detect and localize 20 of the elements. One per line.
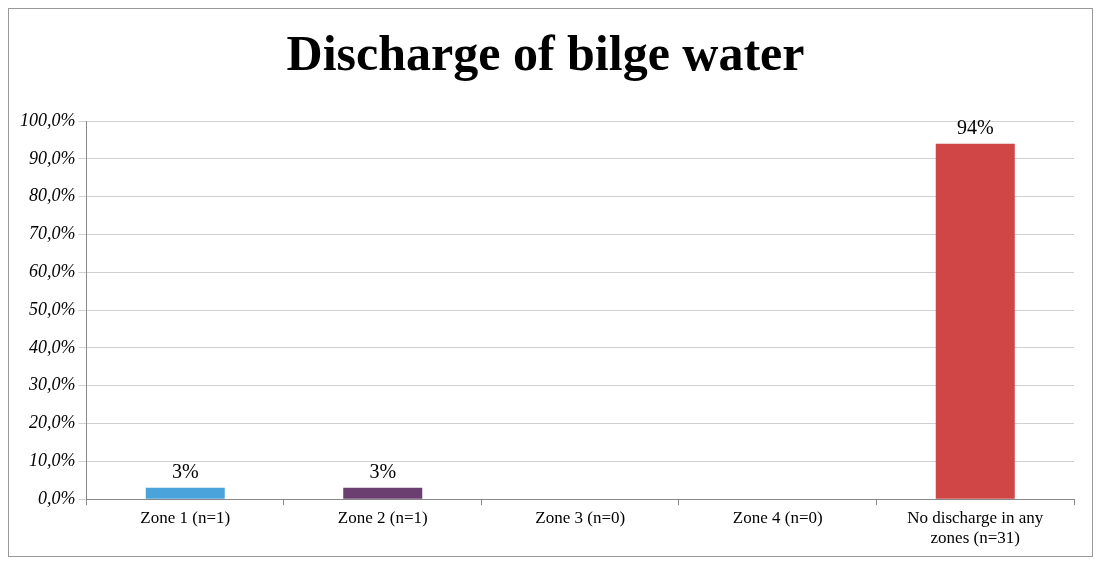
x-tick-label: Zone 4 (n=0) — [732, 507, 823, 527]
y-tick-label: 60,0% — [28, 261, 76, 282]
y-tick-label: 10,0% — [28, 450, 76, 471]
y-tick-label: 90,0% — [28, 147, 76, 168]
data-label: 3% — [171, 460, 199, 483]
data-label: 3% — [369, 460, 397, 483]
y-tick-label: 30,0% — [27, 374, 76, 395]
y-tick-label: 20,0% — [28, 412, 76, 433]
x-tick-label: Zone 1 (n=1) — [140, 507, 231, 527]
chart-title: Discharge of bilge water — [286, 24, 805, 81]
data-label: 94% — [956, 115, 994, 138]
x-tick-label: Zone 3 (n=0) — [535, 507, 626, 527]
x-tick-label: No discharge in any zones (n=31) — [907, 507, 1044, 548]
x-tick-label: Zone 2 (n=1) — [337, 507, 428, 527]
y-tick-label: 50,0% — [28, 298, 76, 319]
y-tick-label: 0,0% — [37, 487, 76, 508]
y-tick-label: 70,0% — [28, 223, 76, 244]
y-tick-label: 40,0% — [28, 336, 76, 357]
y-tick-label: 100,0% — [19, 109, 76, 130]
y-tick-label: 80,0% — [28, 185, 76, 206]
